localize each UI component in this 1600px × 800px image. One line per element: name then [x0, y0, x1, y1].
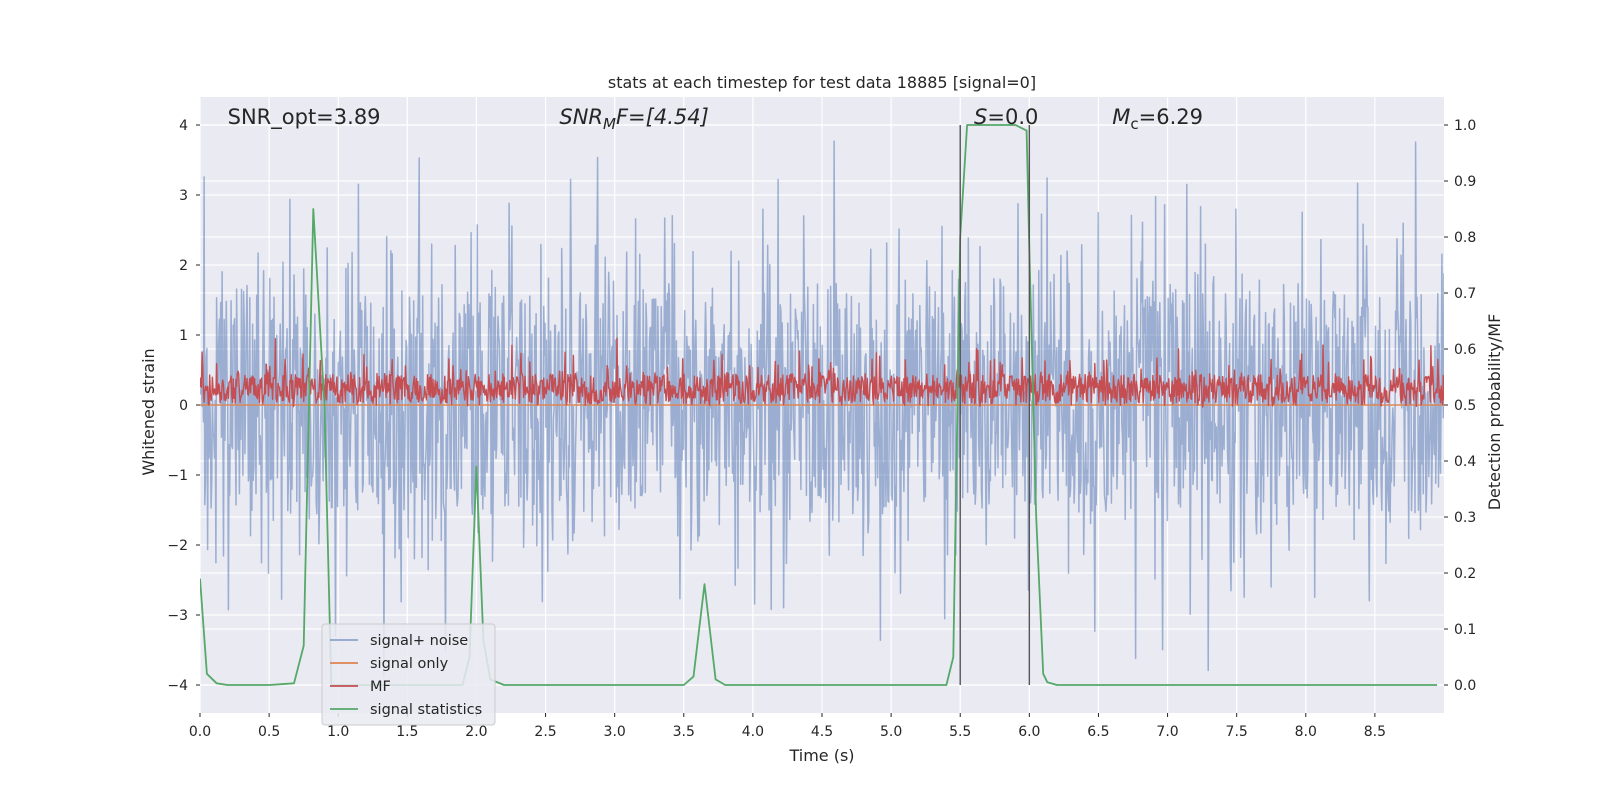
y-axis-left-label: Whitened strain: [139, 348, 158, 475]
x-tick-label: 5.0: [880, 724, 902, 740]
annotation-snr-opt: SNR_opt=3.89: [228, 105, 381, 130]
series-layer: [200, 124, 1444, 686]
y-left-tick-label: −3: [167, 608, 188, 624]
x-tick-label: 8.5: [1364, 724, 1386, 740]
x-tick-label: 6.5: [1087, 724, 1109, 740]
y-right-tick-label: 0.7: [1454, 286, 1476, 302]
y-right-tick-label: 0.4: [1454, 454, 1476, 470]
vertical-lines: [959, 125, 1031, 685]
legend-label-signal-statistics: signal statistics: [370, 702, 482, 718]
legend-label-signal-noise: signal+ noise: [370, 633, 468, 649]
x-axis-label: Time (s): [788, 746, 854, 765]
y-right-tick-label: 0.5: [1454, 398, 1476, 414]
y-left-tick-label: 3: [179, 188, 188, 204]
y-left-tick-label: 2: [179, 258, 188, 274]
legend-label-mf: MF: [370, 679, 391, 695]
y-right-tick-label: 0.3: [1454, 510, 1476, 526]
x-tick-label: 1.0: [327, 724, 349, 740]
chart-title: stats at each timestep for test data 188…: [608, 73, 1036, 92]
y-right-tick-label: 0.1: [1454, 622, 1476, 638]
annotation-mc: Mc=6.29: [1112, 105, 1203, 133]
y-right-tick-label: 0.8: [1454, 230, 1476, 246]
annotation-snr-mf: SNRMF=[4.54]: [559, 105, 708, 133]
x-tick-label: 3.0: [604, 724, 626, 740]
y-right-tick-label: 0.2: [1454, 566, 1476, 582]
x-axis-ticks: 0.0 0.5 1.0 1.5 2.0 2.5 3.0 3.5 4.0 4.5 5.0 5.5 6.0 6…: [189, 713, 1386, 740]
y-left-tick-label: −1: [167, 468, 188, 484]
y-left-tick-label: −2: [167, 538, 188, 554]
x-tick-label: 7.5: [1226, 724, 1248, 740]
y-left-tick-label: −4: [167, 678, 188, 694]
y-left-tick-label: 0: [179, 398, 188, 414]
x-tick-label: 1.5: [396, 724, 418, 740]
x-tick-label: 3.5: [673, 724, 695, 740]
y-axis-left-ticks: 4 3 2 1 0 −1 −2 −3 −4: [167, 118, 200, 694]
x-tick-label: 4.5: [811, 724, 833, 740]
y-right-tick-label: 0.9: [1454, 174, 1476, 190]
y-axis-right-label: Detection probability/MF: [1485, 314, 1504, 511]
y-right-tick-label: 0.0: [1454, 678, 1476, 694]
annotations: SNR_opt=3.89 SNRMF=[4.54] S=0.0 Mc=6.29: [228, 105, 1203, 133]
y-axis-right-ticks: 1.0 0.9 0.8 0.7 0.6 0.5 0.4 0.3 0.2 0.1 0.0: [1444, 118, 1476, 694]
annotation-s: S=0.0: [974, 105, 1038, 129]
y-right-tick-label: 0.6: [1454, 342, 1476, 358]
x-tick-label: 0.5: [258, 724, 280, 740]
x-tick-label: 4.0: [742, 724, 764, 740]
x-tick-label: 5.5: [949, 724, 971, 740]
legend-box: [321, 623, 496, 726]
x-tick-label: 7.0: [1156, 724, 1178, 740]
x-tick-label: 6.0: [1018, 724, 1040, 740]
series-line-mf: [200, 337, 1444, 408]
legend: signal+ noise signal only MF signal stat…: [321, 623, 496, 726]
x-tick-label: 2.5: [534, 724, 556, 740]
x-tick-label: 8.0: [1295, 724, 1317, 740]
x-tick-label: 2.0: [465, 724, 487, 740]
legend-label-signal-only: signal only: [370, 656, 449, 672]
y-left-tick-label: 4: [179, 118, 188, 134]
y-right-tick-label: 1.0: [1454, 118, 1476, 134]
series-line-signal-statistics: [200, 124, 1438, 686]
x-tick-label: 0.0: [189, 724, 211, 740]
y-left-tick-label: 1: [179, 328, 188, 344]
